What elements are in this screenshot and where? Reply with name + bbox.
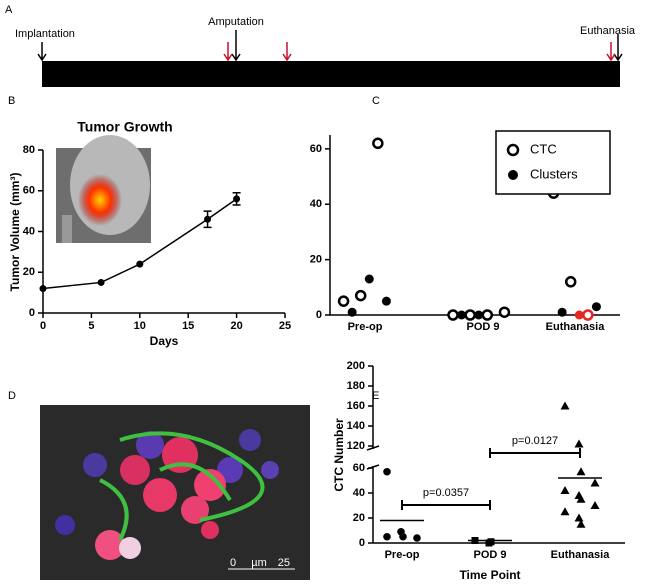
data-point: [576, 494, 586, 503]
data-point: [574, 513, 584, 522]
y-tick-label: 120: [347, 440, 365, 452]
panel-label: B: [8, 95, 15, 107]
data-point: [574, 439, 584, 448]
data-point: [347, 307, 357, 317]
data-point: [97, 278, 105, 286]
x-tick-label: POD 9: [466, 321, 499, 333]
significance-bracket: [401, 500, 491, 510]
y-tick-label: 60: [23, 185, 35, 197]
data-point: [447, 309, 459, 321]
x-tick-label: Euthanasia: [546, 321, 606, 333]
data-point: [564, 276, 577, 288]
axis: [372, 366, 625, 544]
data-point: [464, 309, 476, 321]
microscopy-image: 0 µm 25: [40, 405, 310, 580]
y-tick-label: 20: [310, 254, 322, 266]
panel-label: D: [8, 390, 16, 402]
chart-title: Tumor Growth: [77, 119, 172, 135]
y-tick-label: 60: [310, 143, 322, 155]
x-tick-label: 25: [279, 320, 291, 332]
data-point: [204, 215, 212, 223]
y-tick-label: 160: [347, 400, 365, 412]
data-point: [591, 302, 601, 312]
y-tick-label: 180: [347, 380, 365, 392]
legend-label: CTC: [530, 141, 557, 156]
data-point: [233, 195, 241, 203]
data-point: [557, 307, 567, 317]
x-tick-label: 0: [40, 320, 46, 332]
y-tick-label: 20: [23, 266, 35, 278]
data-point: [590, 478, 600, 487]
data-point: [560, 486, 570, 494]
data-point: [457, 310, 467, 320]
data-point: [474, 310, 484, 320]
panel-label: C: [372, 95, 380, 107]
timeline-arrows: [37, 30, 623, 62]
x-axis-label: Time Point: [459, 568, 520, 582]
data-point: [364, 274, 374, 284]
y-tick-label: 200: [347, 360, 365, 372]
scale-label: 0: [230, 557, 236, 569]
data-point: [381, 296, 391, 306]
y-tick-label: 140: [347, 420, 365, 432]
data-point: [481, 309, 494, 321]
legend-marker: [508, 170, 518, 180]
y-tick-label: 20: [353, 512, 365, 524]
y-tick-label: 40: [353, 487, 365, 499]
data-point: [383, 532, 391, 541]
y-tick-label: 40: [23, 225, 35, 237]
timeline-label: Implantation: [15, 28, 75, 40]
y-tick-label: 60: [353, 462, 365, 474]
timeline-label: Euthanasia: [580, 25, 636, 37]
legend-label: Clusters: [530, 166, 578, 181]
data-point: [383, 467, 391, 476]
data-point: [590, 501, 600, 509]
y-tick-label: 80: [23, 144, 35, 156]
x-tick-label: Euthanasia: [551, 549, 611, 561]
y-tick-label: 40: [310, 198, 322, 210]
inset-image: [56, 135, 151, 243]
x-tick-label: 15: [182, 320, 194, 332]
legend-box: [495, 130, 611, 195]
x-tick-label: 5: [88, 320, 94, 332]
x-tick-label: 20: [230, 320, 242, 332]
data-point: [399, 532, 407, 541]
y-axis-label: Tumor Volume (mm³): [8, 173, 22, 292]
scale-label: µm: [251, 557, 267, 569]
axis-break: [366, 445, 380, 470]
x-tick-label: Pre-op: [348, 321, 383, 333]
p-value: p=0.0127: [512, 435, 558, 447]
data-point: [582, 309, 594, 321]
timeline-label: Amputation: [208, 16, 264, 28]
data-point: [560, 507, 570, 516]
data-point: [576, 467, 586, 476]
panel-label: A: [5, 4, 13, 16]
y-axis-label: CTC Number: [332, 418, 346, 492]
legend-marker: [506, 143, 520, 157]
y-tick-label: 0: [29, 307, 35, 319]
y-tick-label: 0: [316, 309, 322, 321]
significance-bracket: [489, 448, 581, 458]
p-value: p=0.0357: [423, 487, 469, 499]
y-tick-label: 0: [359, 537, 365, 549]
data-point: [39, 285, 47, 293]
x-tick-label: 10: [134, 320, 146, 332]
data-point: [354, 289, 367, 302]
data-point: [337, 295, 350, 307]
data-point: [413, 534, 421, 542]
data-point: [487, 538, 495, 546]
timeline-bar: [42, 61, 620, 87]
x-axis-label: Days: [150, 334, 179, 348]
data-point: [560, 401, 570, 410]
panel-label: E: [372, 390, 379, 402]
data-point: [372, 137, 384, 150]
data-point: [576, 519, 586, 528]
x-tick-label: Pre-op: [385, 549, 420, 561]
data-point: [574, 310, 584, 320]
scale-label: 25: [278, 557, 290, 569]
data-point: [136, 260, 144, 268]
x-tick-label: POD 9: [473, 549, 506, 561]
data-point: [498, 306, 511, 318]
